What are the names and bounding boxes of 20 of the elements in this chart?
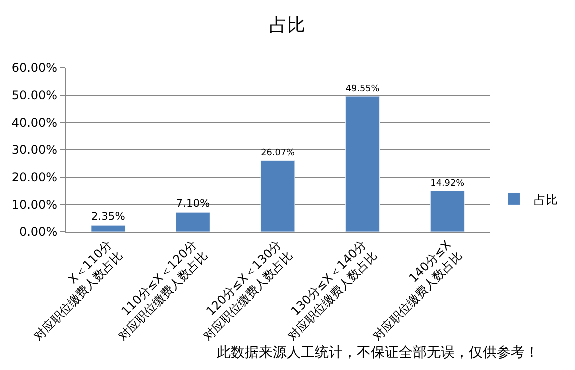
data-label: 26.07% bbox=[261, 148, 295, 159]
bar bbox=[176, 212, 210, 232]
text: 此数据来源人工统计，不保证全部无误，仅供参考！ bbox=[217, 345, 539, 361]
legend-label: 占比 bbox=[534, 192, 558, 207]
bar bbox=[346, 96, 380, 232]
y-tick-label: 40.00% bbox=[12, 116, 58, 130]
bar bbox=[260, 160, 296, 232]
y-tick-label: 20.00% bbox=[12, 170, 58, 185]
data-label: 2.35% bbox=[91, 210, 126, 223]
bar bbox=[430, 190, 465, 232]
y-tick-label: 0.00% bbox=[19, 225, 58, 240]
y-tick-label: 10.00% bbox=[12, 198, 58, 212]
bar bbox=[91, 225, 126, 232]
y-tick-label: 50.00% bbox=[12, 88, 58, 103]
data-label: 14.92% bbox=[430, 178, 465, 189]
data-label: 7.10% bbox=[176, 196, 210, 210]
chart-title: 占比 bbox=[270, 15, 306, 36]
data-label: 49.55% bbox=[346, 84, 380, 94]
y-tick-label: 30.00% bbox=[12, 143, 58, 158]
y-tick-label: 60.00% bbox=[12, 61, 58, 76]
